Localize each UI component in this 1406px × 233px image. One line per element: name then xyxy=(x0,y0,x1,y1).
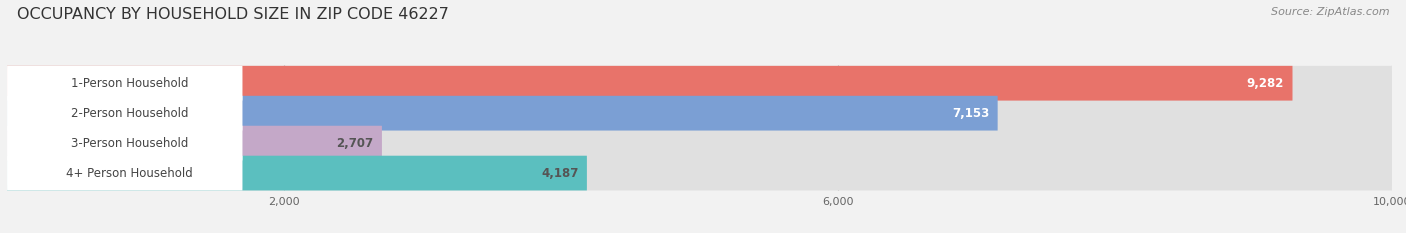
Text: 3-Person Household: 3-Person Household xyxy=(70,137,188,150)
Text: 9,282: 9,282 xyxy=(1247,77,1284,90)
Text: OCCUPANCY BY HOUSEHOLD SIZE IN ZIP CODE 46227: OCCUPANCY BY HOUSEHOLD SIZE IN ZIP CODE … xyxy=(17,7,449,22)
FancyBboxPatch shape xyxy=(7,66,242,101)
FancyBboxPatch shape xyxy=(7,126,382,161)
Text: 4,187: 4,187 xyxy=(541,167,579,180)
Text: 2,707: 2,707 xyxy=(336,137,374,150)
Text: Source: ZipAtlas.com: Source: ZipAtlas.com xyxy=(1271,7,1389,17)
FancyBboxPatch shape xyxy=(7,156,586,190)
Text: 4+ Person Household: 4+ Person Household xyxy=(66,167,193,180)
FancyBboxPatch shape xyxy=(7,96,1392,130)
Text: 1-Person Household: 1-Person Household xyxy=(70,77,188,90)
FancyBboxPatch shape xyxy=(7,126,1392,161)
FancyBboxPatch shape xyxy=(7,156,242,190)
FancyBboxPatch shape xyxy=(7,96,998,130)
FancyBboxPatch shape xyxy=(7,66,1392,101)
Text: 7,153: 7,153 xyxy=(952,107,990,120)
FancyBboxPatch shape xyxy=(7,126,242,161)
FancyBboxPatch shape xyxy=(7,66,1292,101)
Text: 2-Person Household: 2-Person Household xyxy=(70,107,188,120)
FancyBboxPatch shape xyxy=(7,156,1392,190)
FancyBboxPatch shape xyxy=(7,96,242,130)
